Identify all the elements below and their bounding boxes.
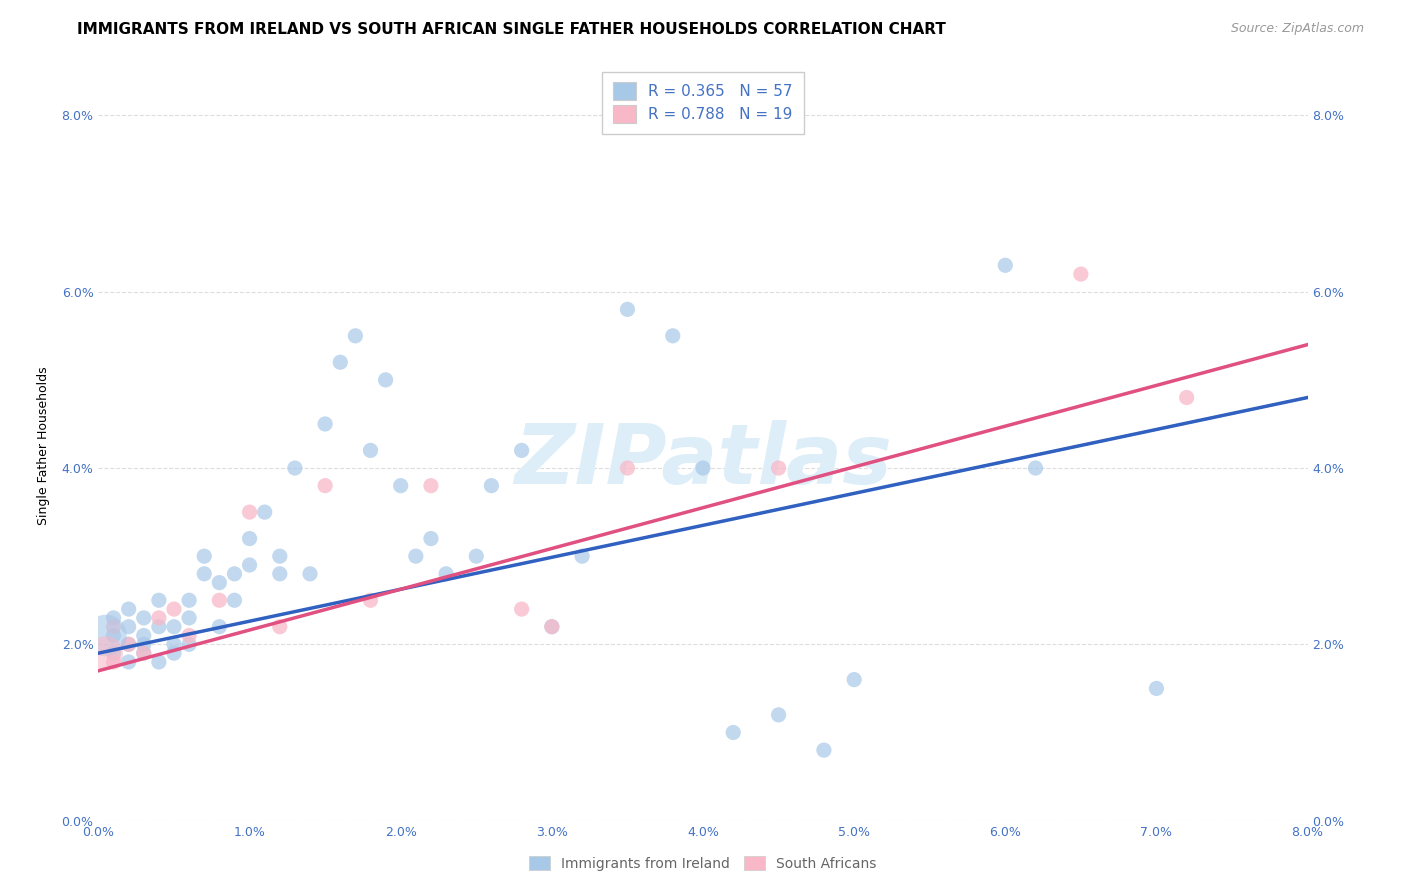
- Legend: R = 0.365   N = 57, R = 0.788   N = 19: R = 0.365 N = 57, R = 0.788 N = 19: [603, 71, 803, 134]
- Point: [208, 620, 231, 634]
- Point: [420, 478, 443, 492]
- Point: [434, 566, 457, 581]
- Point: [208, 575, 231, 590]
- Point: [163, 602, 186, 616]
- Point: [132, 646, 155, 660]
- Point: [179, 611, 201, 625]
- Point: [148, 655, 170, 669]
- Point: [118, 655, 141, 669]
- Point: [723, 725, 745, 739]
- Point: [94, 646, 117, 660]
- Point: [94, 628, 117, 642]
- Point: [374, 373, 396, 387]
- Point: [420, 532, 443, 546]
- Point: [284, 461, 307, 475]
- Point: [360, 443, 382, 458]
- Point: [239, 505, 262, 519]
- Point: [314, 417, 336, 431]
- Text: IMMIGRANTS FROM IRELAND VS SOUTH AFRICAN SINGLE FATHER HOUSEHOLDS CORRELATION CH: IMMIGRANTS FROM IRELAND VS SOUTH AFRICAN…: [77, 22, 946, 37]
- Y-axis label: Single Father Households: Single Father Households: [38, 367, 51, 525]
- Point: [163, 620, 186, 634]
- Point: [1025, 461, 1047, 475]
- Point: [132, 628, 155, 642]
- Point: [269, 549, 291, 564]
- Point: [1070, 267, 1092, 281]
- Point: [661, 328, 683, 343]
- Point: [616, 461, 638, 475]
- Point: [269, 566, 291, 581]
- Point: [103, 655, 125, 669]
- Point: [540, 620, 562, 634]
- Point: [616, 302, 638, 317]
- Point: [132, 611, 155, 625]
- Point: [768, 707, 790, 722]
- Point: [344, 328, 367, 343]
- Point: [813, 743, 835, 757]
- Point: [299, 566, 322, 581]
- Point: [314, 478, 336, 492]
- Point: [239, 558, 262, 572]
- Point: [510, 443, 533, 458]
- Point: [179, 637, 201, 651]
- Point: [103, 628, 125, 642]
- Point: [540, 620, 562, 634]
- Point: [465, 549, 488, 564]
- Point: [360, 593, 382, 607]
- Point: [1146, 681, 1168, 696]
- Point: [224, 566, 246, 581]
- Point: [163, 637, 186, 651]
- Text: ZIPatlas: ZIPatlas: [515, 420, 891, 501]
- Point: [193, 566, 215, 581]
- Point: [481, 478, 503, 492]
- Point: [118, 602, 141, 616]
- Point: [329, 355, 352, 369]
- Point: [239, 532, 262, 546]
- Point: [148, 611, 170, 625]
- Text: Source: ZipAtlas.com: Source: ZipAtlas.com: [1230, 22, 1364, 36]
- Point: [179, 593, 201, 607]
- Point: [103, 646, 125, 660]
- Point: [179, 628, 201, 642]
- Point: [269, 620, 291, 634]
- Point: [389, 478, 412, 492]
- Point: [994, 258, 1017, 272]
- Point: [148, 593, 170, 607]
- Point: [1175, 391, 1198, 405]
- Point: [768, 461, 790, 475]
- Point: [253, 505, 276, 519]
- Point: [510, 602, 533, 616]
- Point: [132, 646, 155, 660]
- Legend: Immigrants from Ireland, South Africans: Immigrants from Ireland, South Africans: [524, 850, 882, 876]
- Point: [118, 637, 141, 651]
- Point: [118, 637, 141, 651]
- Point: [571, 549, 593, 564]
- Point: [692, 461, 714, 475]
- Point: [118, 620, 141, 634]
- Point: [844, 673, 866, 687]
- Point: [103, 620, 125, 634]
- Point: [132, 637, 155, 651]
- Point: [148, 620, 170, 634]
- Point: [208, 593, 231, 607]
- Point: [224, 593, 246, 607]
- Point: [193, 549, 215, 564]
- Point: [163, 646, 186, 660]
- Point: [405, 549, 427, 564]
- Point: [103, 611, 125, 625]
